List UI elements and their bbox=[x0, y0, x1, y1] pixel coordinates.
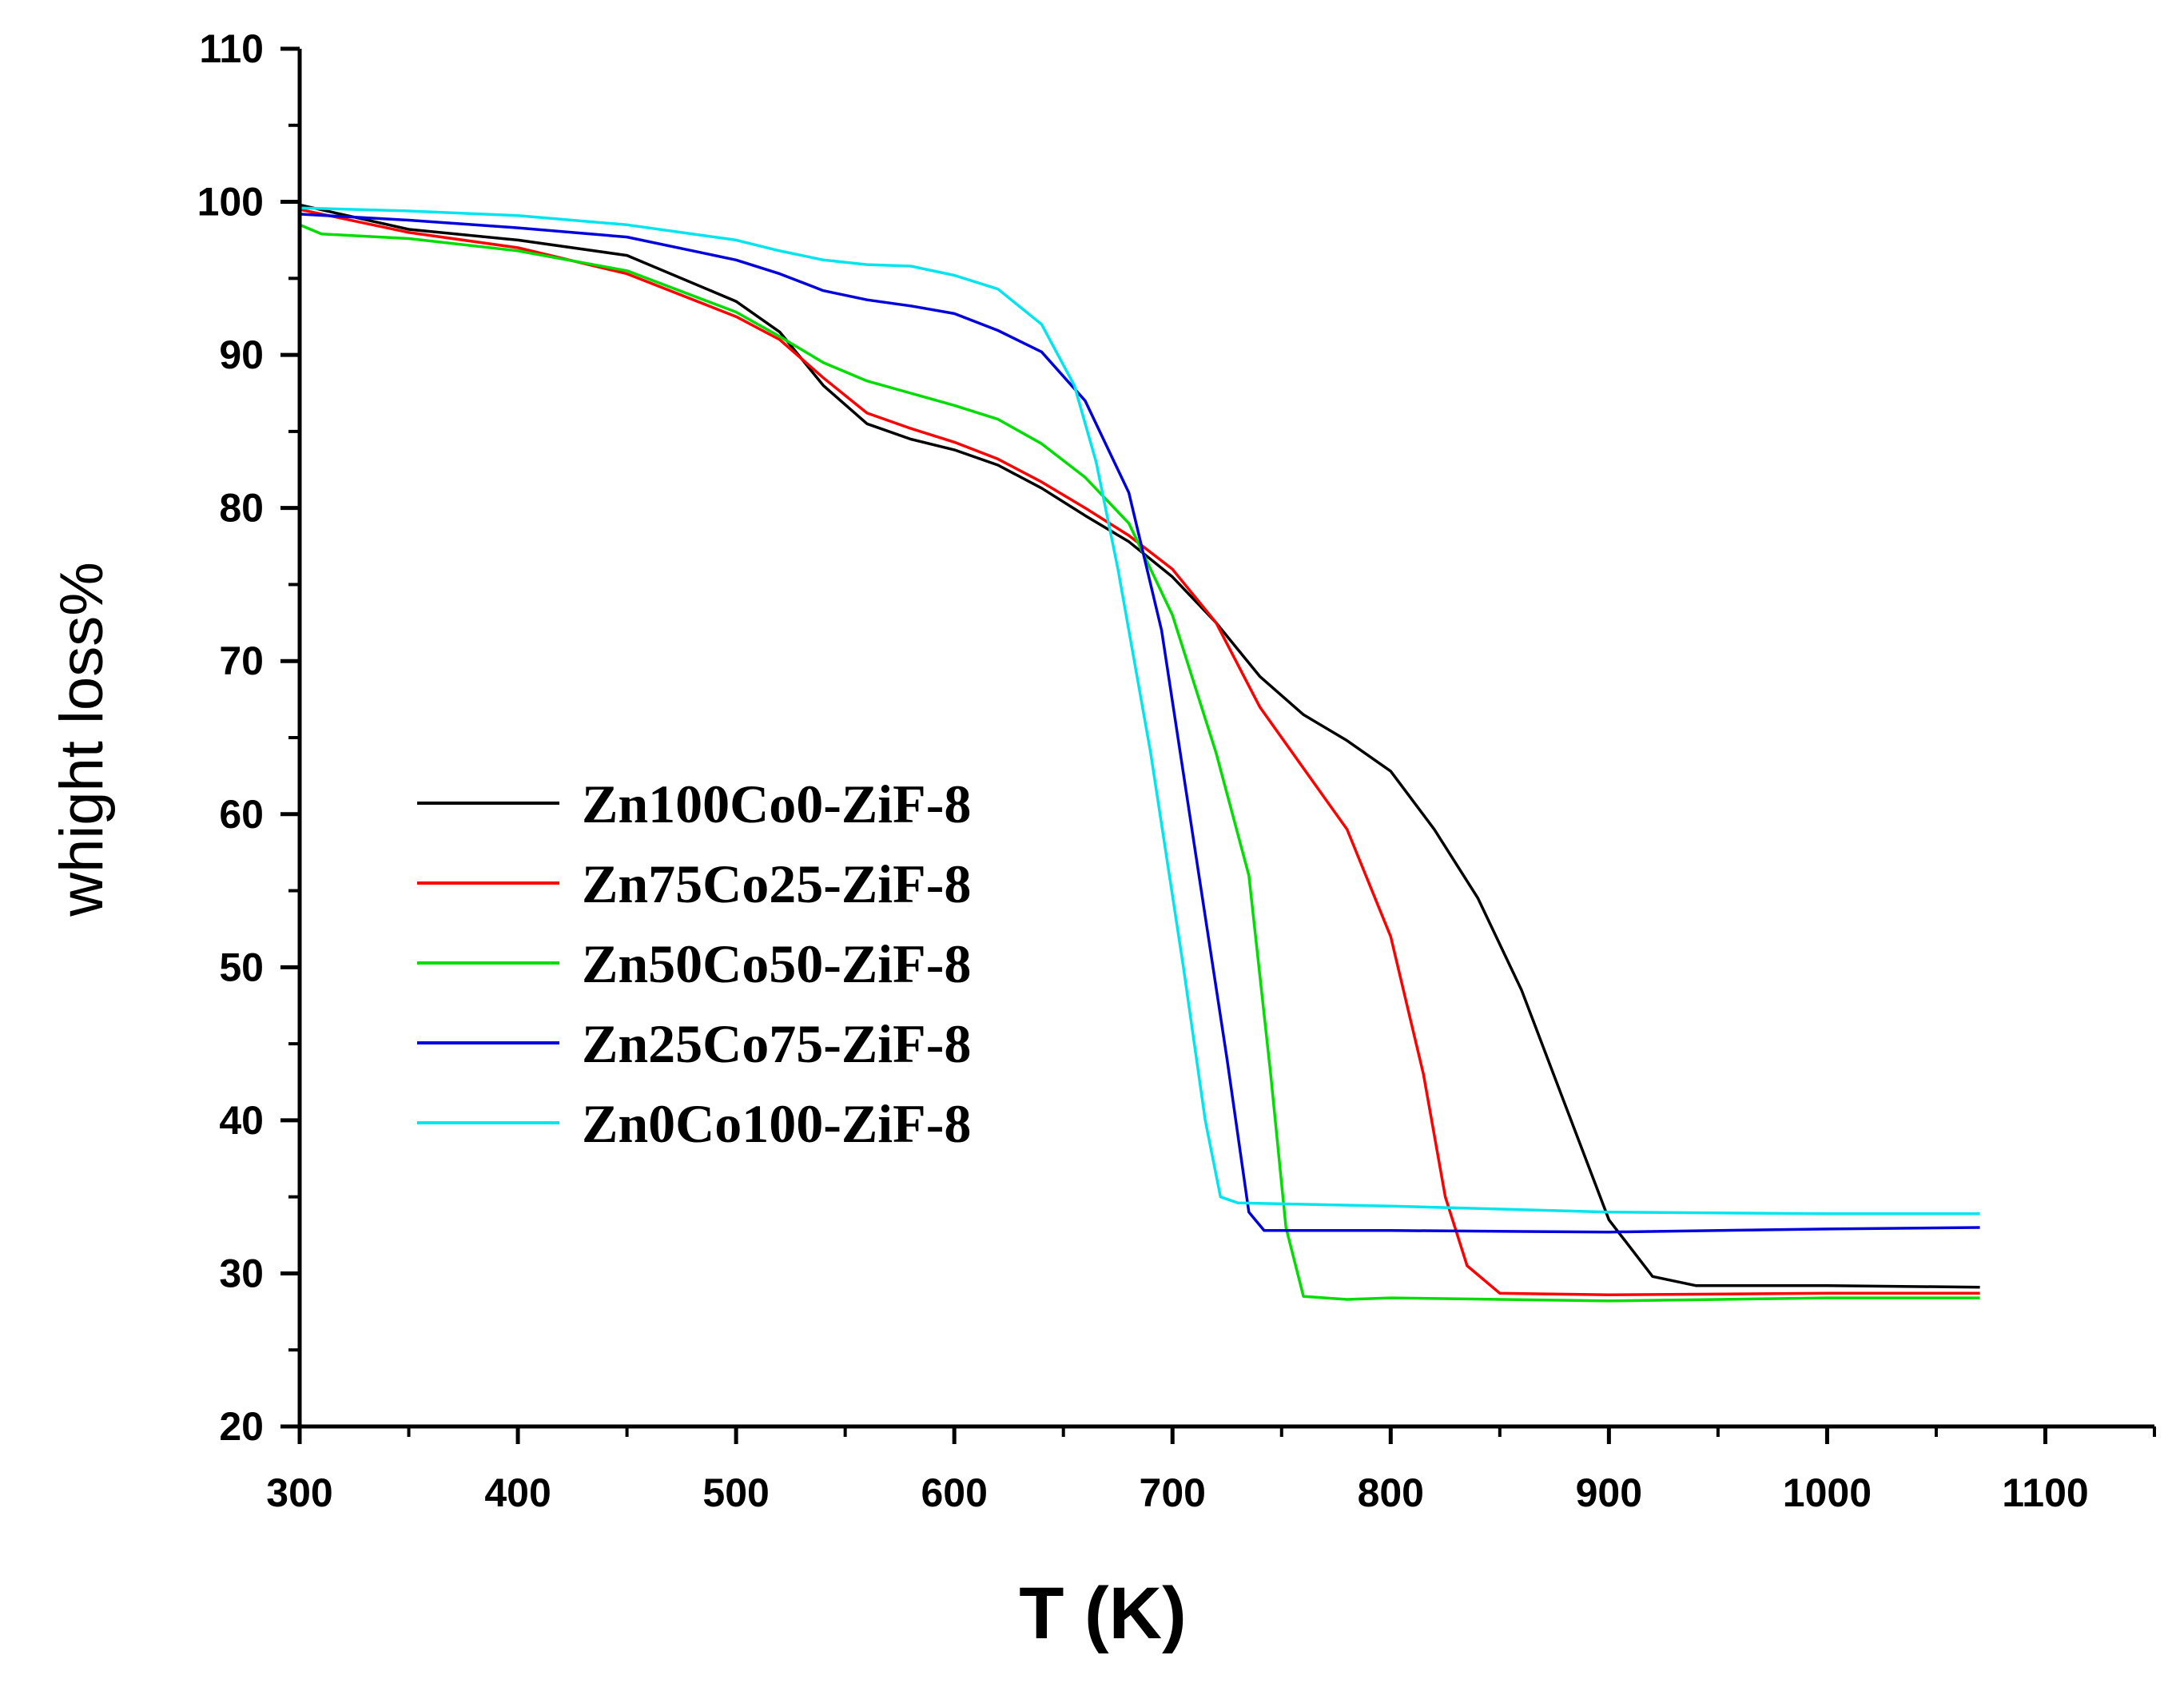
legend-label: Zn100Co0-ZiF-8 bbox=[582, 774, 971, 834]
x-axis-title: T (K) bbox=[1019, 1573, 1186, 1654]
x-tick-label: 700 bbox=[1140, 1470, 1206, 1515]
legend-label: Zn50Co50-ZiF-8 bbox=[582, 933, 971, 994]
y-tick-label: 70 bbox=[219, 639, 264, 683]
legend-label: Zn25Co75-ZiF-8 bbox=[582, 1013, 971, 1074]
y-tick-label: 90 bbox=[219, 332, 264, 377]
legend-label: Zn0Co100-ZiF-8 bbox=[582, 1093, 971, 1154]
x-tick-label: 400 bbox=[484, 1470, 551, 1515]
x-tick-label: 1100 bbox=[2002, 1470, 2088, 1515]
x-tick-label: 900 bbox=[1576, 1470, 1642, 1515]
x-tick-label: 500 bbox=[702, 1470, 769, 1515]
y-tick-label: 60 bbox=[219, 792, 264, 837]
y-tick-label: 30 bbox=[219, 1251, 264, 1295]
x-tick-label: 300 bbox=[266, 1470, 332, 1515]
series-line-zn0co100-zif-8 bbox=[299, 206, 1980, 1216]
legend-label: Zn75Co25-ZiF-8 bbox=[582, 853, 971, 914]
series-line-zn25co75-zif-8 bbox=[299, 213, 1980, 1234]
x-tick-label: 1000 bbox=[1783, 1470, 1872, 1515]
x-tick-label: 800 bbox=[1358, 1470, 1424, 1515]
plot-area bbox=[299, 203, 1980, 1303]
series-line-zn100co0-zif-8 bbox=[299, 203, 1980, 1289]
y-tick-label: 20 bbox=[219, 1404, 264, 1449]
series-line-zn50co50-zif-8 bbox=[299, 223, 1980, 1303]
x-tick-label: 600 bbox=[921, 1470, 987, 1515]
y-axis-title: whight loss% bbox=[48, 562, 116, 917]
legend: Zn100Co0-ZiF-8 Zn75Co25-ZiF-8 Zn50Co50-ZiF… bbox=[417, 774, 971, 1154]
y-tick-label: 100 bbox=[197, 180, 264, 225]
y-tick-label: 80 bbox=[219, 486, 264, 531]
y-tick-label: 50 bbox=[219, 945, 264, 989]
axes: 300 400 500 600 700 800 900 1000 1100 20 30 40 50 60 7… bbox=[197, 26, 2156, 1515]
series-line-zn75co25-zif-8 bbox=[299, 208, 1980, 1297]
y-tick-label: 110 bbox=[199, 26, 264, 71]
y-tick-label: 40 bbox=[219, 1098, 264, 1143]
